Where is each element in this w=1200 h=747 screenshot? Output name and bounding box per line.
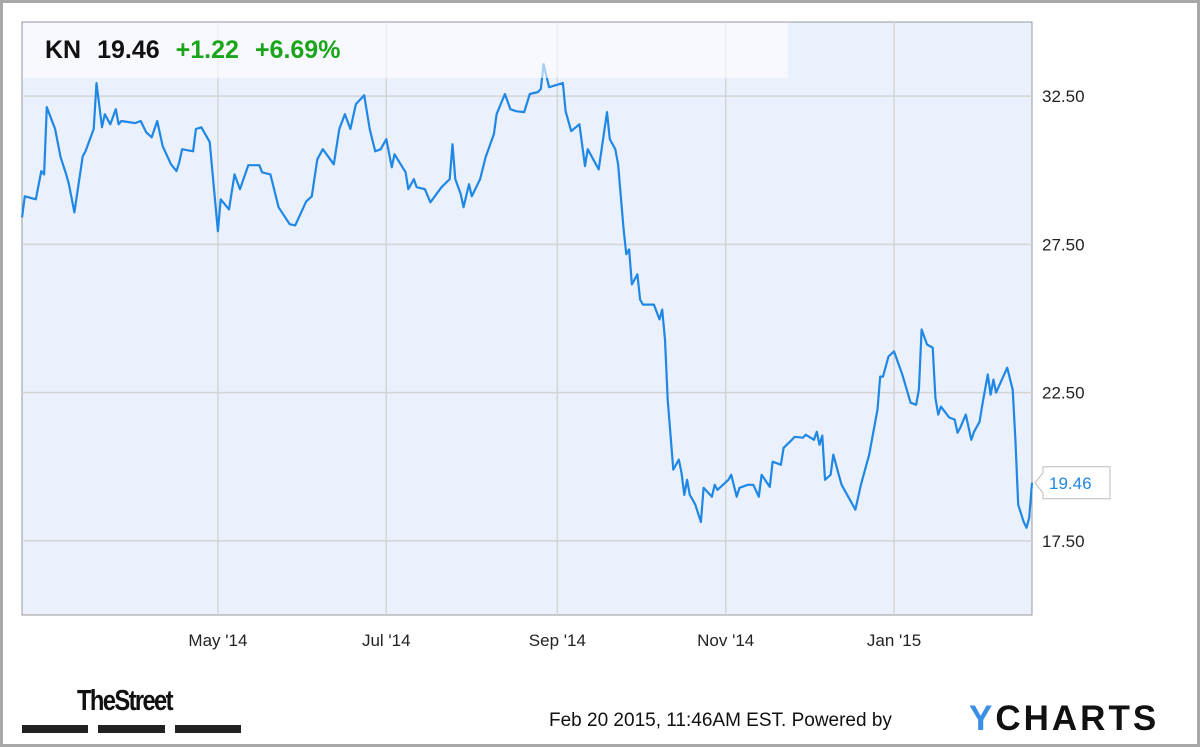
thestreet-logo: TheStreet <box>77 685 174 717</box>
x-tick-label: Jan '15 <box>867 631 921 650</box>
powered-by: Powered by <box>791 710 892 731</box>
x-tick-label: Nov '14 <box>697 631 754 650</box>
logo-bar <box>98 725 165 733</box>
x-tick-label: Jul '14 <box>362 631 411 650</box>
current-price: 19.46 <box>97 36 160 64</box>
plot-area <box>21 21 1033 616</box>
price-chart: 17.50 22.50 27.50 32.50 May '14 Jul '14 Sep '1… <box>20 21 1111 650</box>
last-price-label: 19.46 <box>1049 474 1092 493</box>
ticker-symbol: KN <box>45 36 82 64</box>
y-tick-label: 17.50 <box>1042 532 1085 551</box>
timestamp: Feb 20 2015, 11:46AM EST. <box>549 710 787 731</box>
logo-bar <box>22 725 88 733</box>
footer-attribution: Feb 20 2015, 11:46AM EST. Powered by <box>549 710 892 732</box>
percent-change: +6.69% <box>254 36 341 64</box>
x-tick-label: May '14 <box>188 631 247 650</box>
last-price-box <box>1034 466 1111 500</box>
logo-bar <box>175 725 241 733</box>
axes: 17.50 22.50 27.50 32.50 May '14 Jul '14 Sep '1… <box>188 87 1084 650</box>
price-line <box>20 62 1034 529</box>
ycharts-logo[interactable]: YCHARTS <box>969 699 1160 738</box>
last-price-callout: 19.46 <box>1034 466 1111 500</box>
grid <box>22 22 1032 615</box>
y-tick-label: 27.50 <box>1042 235 1085 254</box>
x-tick-label: Sep '14 <box>529 631 586 650</box>
y-tick-label: 32.50 <box>1042 87 1085 106</box>
price-change: +1.22 <box>175 36 239 64</box>
y-tick-label: 22.50 <box>1042 384 1085 403</box>
quote-header: KN 19.46 +1.22 +6.69% <box>23 23 788 78</box>
